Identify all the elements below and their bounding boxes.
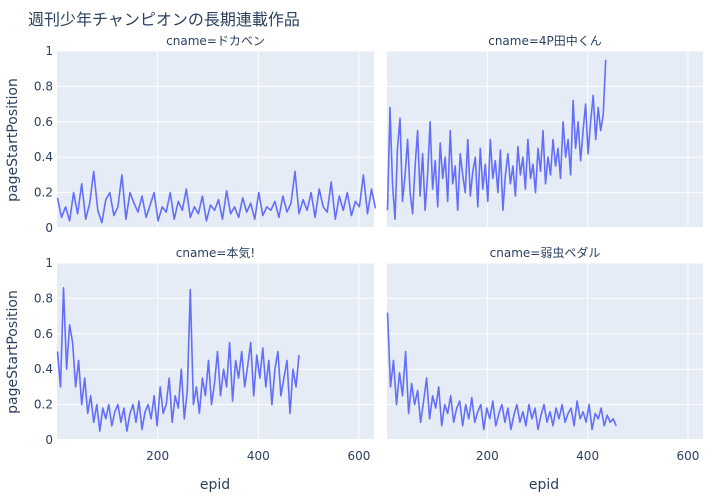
y-tick-label: 0.2: [34, 186, 53, 200]
x-tick-label: 600: [676, 449, 699, 463]
panel-1: cname=ドカベン 0 0.2 0.4 0.6 0.8 1: [34, 34, 377, 235]
y-tick-label: 0.2: [34, 398, 53, 412]
series-line: [386, 59, 607, 220]
y-tick-label: 0: [45, 221, 53, 235]
x-axis-title-right: epid: [529, 477, 559, 493]
x-tick-label: 400: [247, 449, 270, 463]
panel-label: cname=本気!: [176, 245, 256, 260]
x-tick-label: 600: [347, 449, 370, 463]
y-tick-label: 1: [45, 44, 53, 58]
panel-3: cname=本気! 0 0.2 0.4 0.6 0.8 1 200 400 600: [34, 245, 374, 463]
y-tick-label: 0.6: [34, 115, 53, 129]
panel-background: [387, 51, 703, 228]
x-tick-label: 200: [146, 449, 169, 463]
x-tick-label: 400: [576, 449, 599, 463]
y-tick-label: 0.4: [34, 362, 53, 376]
panel-background: [57, 51, 374, 228]
y-tick-label: 0.8: [34, 79, 53, 93]
chart-title: 週刊少年チャンピオンの長期連載作品: [28, 10, 300, 29]
y-tick-label: 1: [45, 256, 53, 270]
series-line: [386, 312, 617, 431]
y-axis-title-top: pageStartPosition: [5, 78, 21, 202]
y-axis-title-bottom: pageStartPosition: [5, 290, 21, 414]
panel-label: cname=弱虫ペダル: [490, 245, 601, 260]
panels: cname=ドカベン 0 0.2 0.4 0.6 0.8 1 cname=4P田中くん cnam…: [34, 33, 703, 463]
panel-label: cname=ドカベン: [166, 34, 265, 48]
x-axis-title-left: epid: [200, 477, 230, 493]
series-line: [56, 286, 300, 432]
y-tick-label: 0.8: [34, 291, 53, 305]
series-line: [56, 170, 377, 224]
panel-4: cname=弱虫ペダル 200 400 600: [386, 245, 703, 463]
panel-label: cname=4P田中くん: [488, 33, 602, 48]
y-tick-label: 0: [45, 433, 53, 447]
panel-2: cname=4P田中くん: [386, 33, 703, 229]
y-tick-label: 0.4: [34, 150, 53, 164]
x-tick-label: 200: [476, 449, 499, 463]
y-tick-label: 0.6: [34, 327, 53, 341]
